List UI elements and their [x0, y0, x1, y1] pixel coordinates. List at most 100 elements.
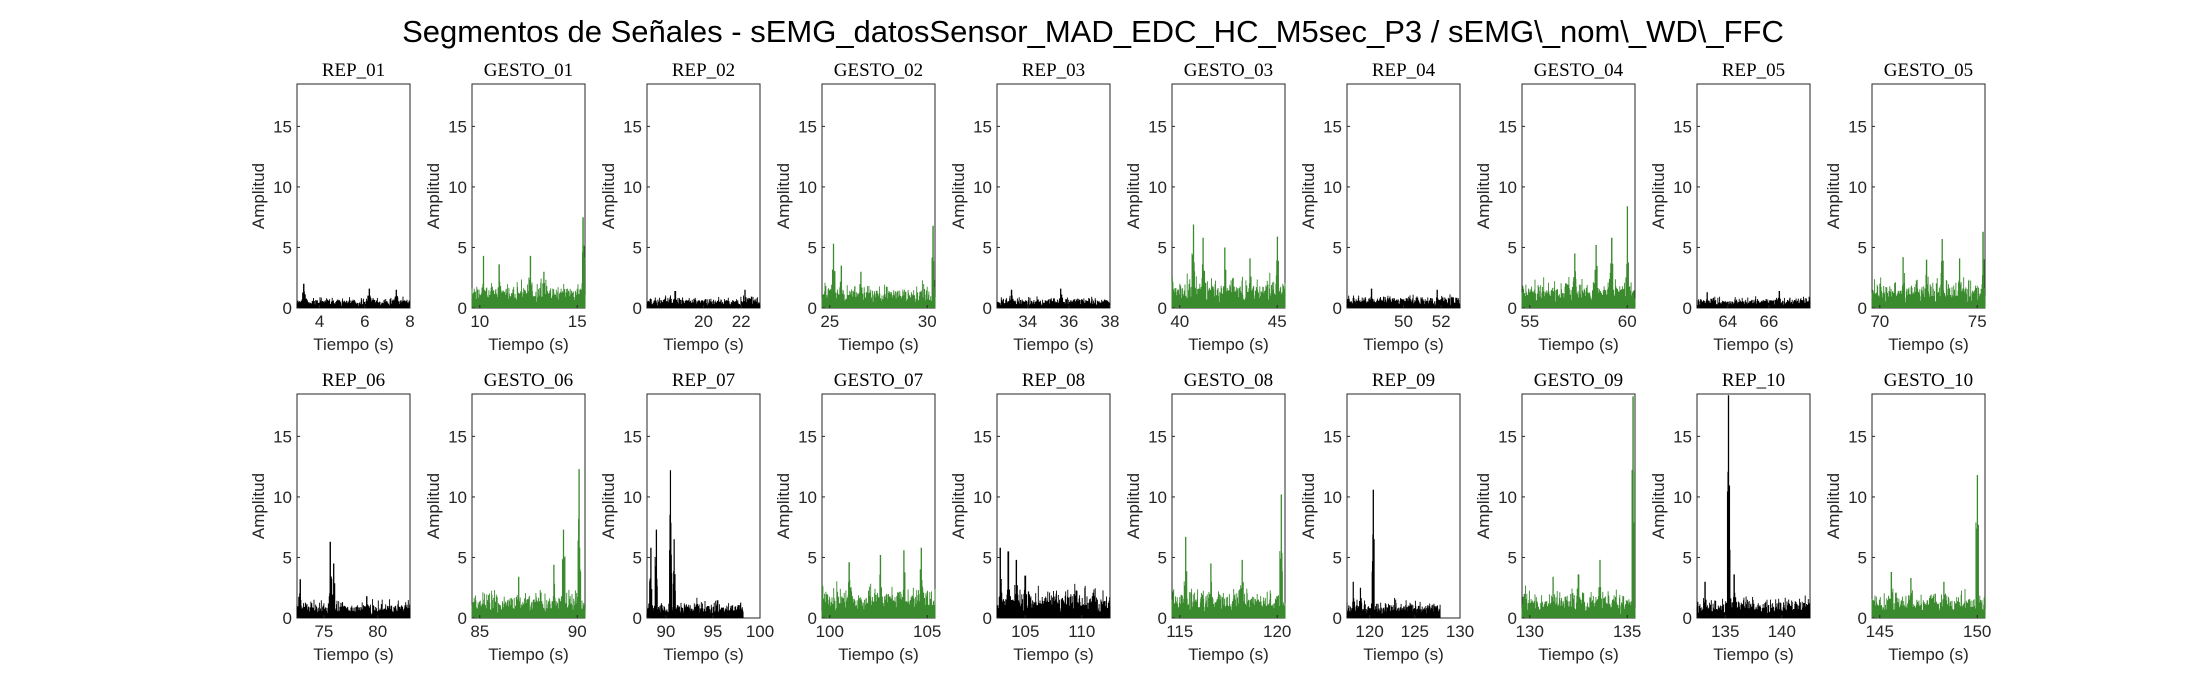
- x-tick-label: 40: [1170, 312, 1189, 331]
- x-tick-label: 125: [1401, 622, 1429, 641]
- subplot-rep-02: 20 22 0 5 10 15 REP_02 Tiempo (s) Amplitud: [599, 60, 761, 354]
- y-axis-label: Amplitud: [949, 163, 968, 229]
- x-axis-label: Tiempo (s): [838, 335, 919, 354]
- x-tick-label: 75: [314, 622, 333, 641]
- subplot-title: REP_06: [322, 370, 385, 391]
- y-tick-label: 5: [633, 238, 642, 257]
- x-axis-label: Tiempo (s): [663, 335, 744, 354]
- subplot-rep-05: 64 66 0 5 10 15 REP_05 Tiempo (s) Amplitud: [1649, 60, 1811, 354]
- subplot-gesto-10: 145 150 0 5 10 15 GESTO_10 Tiempo (s) Amplitud: [1824, 370, 1991, 664]
- y-tick-label: 15: [798, 427, 817, 446]
- subplot-title: GESTO_01: [484, 60, 573, 81]
- y-axis-label: Amplitud: [249, 163, 268, 229]
- subplot-gesto-01: 10 15 0 5 10 15 GESTO_01 Tiempo (s) Amplitud: [424, 60, 587, 354]
- axes-box: [296, 83, 411, 309]
- y-tick-label: 15: [1498, 117, 1517, 136]
- x-tick-label: 100: [746, 622, 774, 641]
- x-tick-label: 10: [470, 312, 489, 331]
- y-tick-label: 0: [283, 609, 292, 628]
- subplot-title: GESTO_02: [834, 60, 923, 81]
- x-tick-label: 64: [1718, 312, 1737, 331]
- y-axis-label: Amplitud: [1474, 473, 1493, 539]
- y-tick-label: 10: [1848, 178, 1867, 197]
- y-tick-label: 15: [448, 117, 467, 136]
- y-axis-label: Amplitud: [1824, 473, 1843, 539]
- x-tick-label: 135: [1711, 622, 1739, 641]
- x-tick-label: 75: [1968, 312, 1987, 331]
- figure-title: Segmentos de Señales - sEMG_datosSensor_…: [402, 14, 1784, 49]
- y-tick-label: 10: [798, 488, 817, 507]
- signal-series: [821, 225, 936, 308]
- y-axis-label: Amplitud: [1649, 163, 1668, 229]
- y-tick-label: 15: [1323, 117, 1342, 136]
- subplot-title: GESTO_10: [1884, 370, 1973, 391]
- x-axis-label: Tiempo (s): [313, 335, 394, 354]
- x-tick-label: 115: [1166, 622, 1193, 641]
- x-axis-label: Tiempo (s): [838, 645, 919, 664]
- subplot-title: REP_10: [1722, 370, 1785, 391]
- y-tick-label: 10: [623, 178, 642, 197]
- signal-series: [296, 541, 411, 618]
- signal-series: [1346, 288, 1461, 308]
- y-tick-label: 5: [808, 238, 817, 257]
- y-tick-label: 5: [283, 238, 292, 257]
- axes-box: [996, 83, 1111, 309]
- y-tick-label: 10: [1148, 178, 1167, 197]
- x-tick-label: 20: [694, 312, 713, 331]
- y-tick-label: 5: [1333, 238, 1342, 257]
- x-tick-label: 120: [1263, 622, 1291, 641]
- subplot-title: GESTO_05: [1884, 60, 1973, 81]
- y-axis-label: Amplitud: [1124, 163, 1143, 229]
- subplot-gesto-05: 70 75 0 5 10 15 GESTO_05 Tiempo (s) Amplitud: [1824, 60, 1987, 354]
- x-axis-label: Tiempo (s): [1363, 645, 1444, 664]
- signal-series: [1871, 231, 1986, 308]
- y-tick-label: 10: [623, 488, 642, 507]
- subplot-rep-07: 90 95 100 0 5 10 15 REP_07 Tiempo (s) Amplitud: [599, 370, 774, 664]
- signal-series: [1696, 395, 1811, 618]
- axes-box: [1171, 83, 1286, 309]
- subplot-title: REP_01: [322, 60, 385, 81]
- x-axis-label: Tiempo (s): [1013, 645, 1094, 664]
- y-axis-label: Amplitud: [424, 473, 443, 539]
- y-tick-label: 10: [273, 178, 292, 197]
- y-tick-label: 5: [1158, 548, 1167, 567]
- axes-box: [1346, 393, 1461, 619]
- y-axis-label: Amplitud: [1649, 473, 1668, 539]
- x-tick-label: 70: [1870, 312, 1889, 331]
- x-tick-label: 4: [315, 312, 324, 331]
- subplot-rep-06: 75 80 0 5 10 15 REP_06 Tiempo (s) Amplitud: [249, 370, 411, 664]
- axes-box: [471, 83, 586, 309]
- y-tick-label: 15: [1148, 117, 1167, 136]
- x-tick-label: 22: [732, 312, 751, 331]
- y-axis-label: Amplitud: [424, 163, 443, 229]
- x-tick-label: 30: [918, 312, 937, 331]
- y-tick-label: 15: [1673, 427, 1692, 446]
- subplot-rep-09: 120 125 130 0 5 10 15 REP_09 Tiempo (s) Amplitud: [1299, 370, 1474, 664]
- x-tick-label: 140: [1768, 622, 1796, 641]
- x-tick-label: 38: [1101, 312, 1120, 331]
- x-axis-label: Tiempo (s): [1888, 645, 1969, 664]
- x-tick-label: 100: [816, 622, 844, 641]
- axes-box: [1696, 393, 1811, 619]
- signal-series: [996, 288, 1111, 308]
- y-tick-label: 15: [798, 117, 817, 136]
- y-tick-label: 5: [1158, 238, 1167, 257]
- y-tick-label: 5: [1858, 238, 1867, 257]
- y-axis-label: Amplitud: [1124, 473, 1143, 539]
- y-axis-label: Amplitud: [949, 473, 968, 539]
- y-tick-label: 15: [623, 117, 642, 136]
- axes-box: [646, 393, 761, 619]
- y-tick-label: 0: [1508, 299, 1517, 318]
- y-tick-label: 0: [283, 299, 292, 318]
- y-tick-label: 0: [808, 609, 817, 628]
- y-tick-label: 5: [1683, 238, 1692, 257]
- y-axis-label: Amplitud: [249, 473, 268, 539]
- subplot-title: REP_09: [1372, 370, 1435, 391]
- x-tick-label: 150: [1963, 622, 1991, 641]
- x-axis-label: Tiempo (s): [313, 645, 394, 664]
- y-tick-label: 0: [633, 299, 642, 318]
- y-tick-label: 0: [1158, 609, 1167, 628]
- x-tick-label: 36: [1059, 312, 1078, 331]
